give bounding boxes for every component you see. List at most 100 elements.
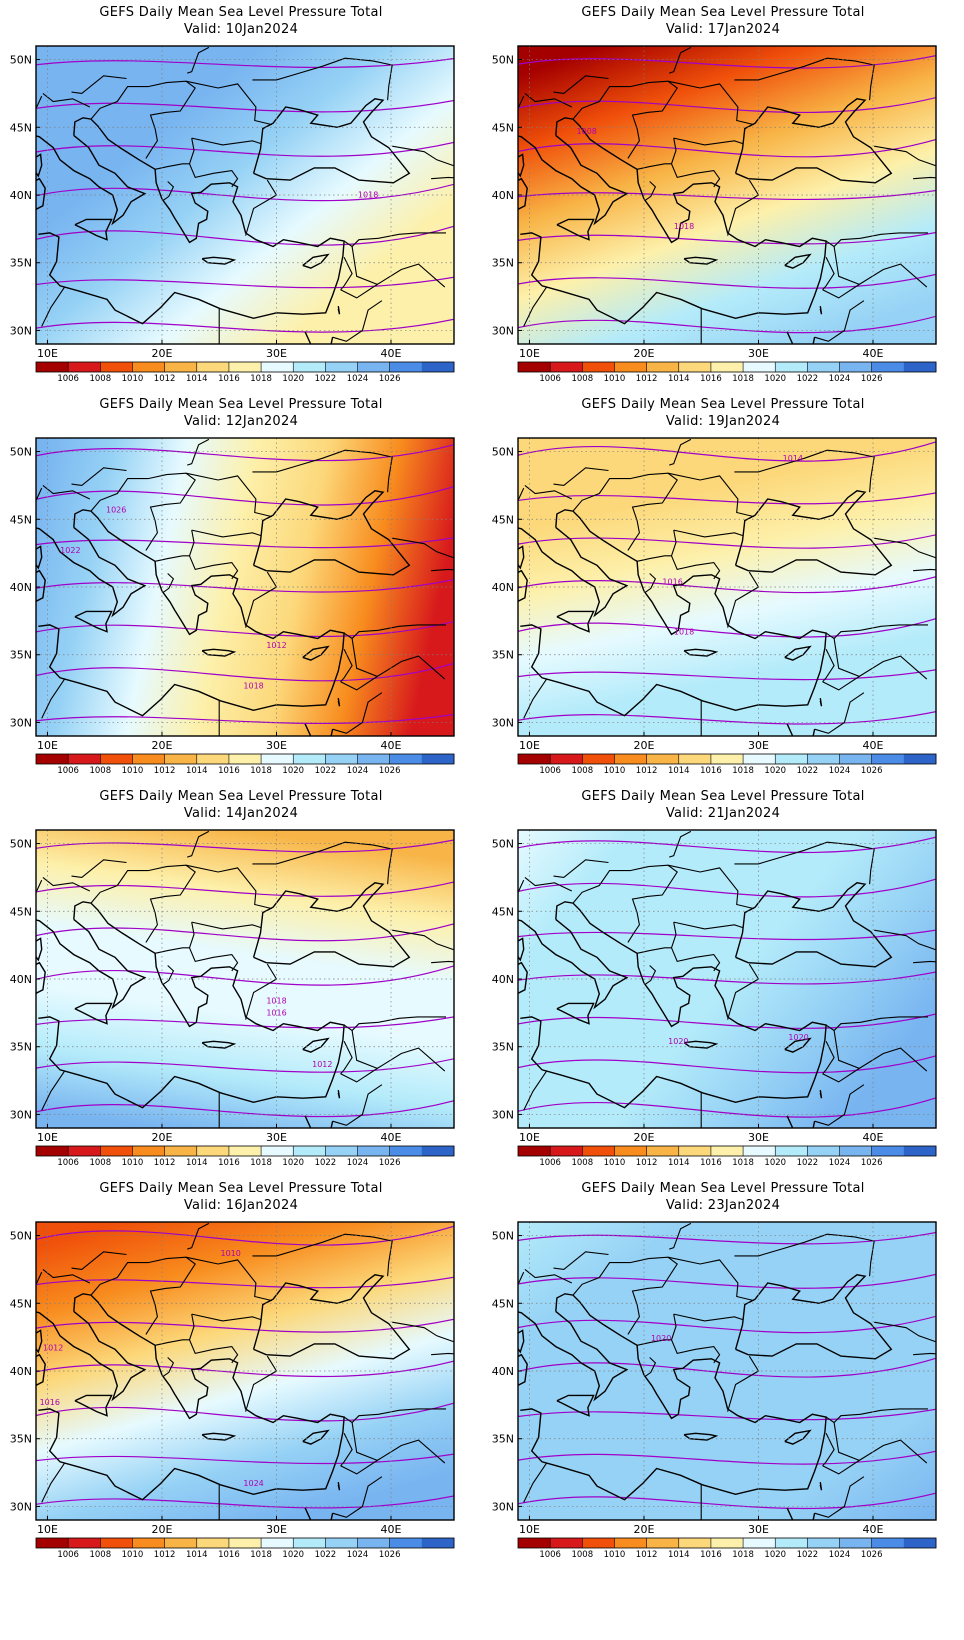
lon-tick-label: 30E xyxy=(748,1131,769,1144)
lon-tick-label: 20E xyxy=(633,1131,654,1144)
colorbar-swatch xyxy=(293,1538,326,1548)
lon-tick-label: 30E xyxy=(266,347,287,360)
colorbar-swatch xyxy=(36,1146,69,1156)
colorbar-label: 1022 xyxy=(315,766,337,776)
colorbar-label: 1016 xyxy=(700,374,722,384)
lat-tick-label: 40N xyxy=(492,1365,514,1378)
colorbar-swatch xyxy=(421,754,455,764)
contour-label: 1020 xyxy=(651,1334,671,1343)
lat-tick-label: 50N xyxy=(10,1230,32,1243)
colorbar-label: 1026 xyxy=(861,1550,883,1560)
lon-tick-label: 20E xyxy=(633,739,654,752)
colorbar-swatch xyxy=(839,1146,873,1156)
colorbar: 1006 1008 1010 1012 1014 1016 1018 1020 1022 1024… xyxy=(517,753,937,776)
panel-title: GEFS Daily Mean Sea Level Pressure Total xyxy=(99,397,383,412)
map-panel-10jan: 1018 50N 45N 40N 35N 30N 10E 20E 30E 40E 1006 1008 1… xyxy=(0,0,482,410)
colorbar-swatch xyxy=(357,1146,391,1156)
colorbar-label: 1020 xyxy=(282,766,304,776)
colorbar-swatch xyxy=(389,754,423,764)
lat-tick-label: 35N xyxy=(492,1041,514,1054)
colorbar-label: 1026 xyxy=(379,374,401,384)
colorbar-swatch xyxy=(582,1146,615,1156)
colorbar-label: 1016 xyxy=(218,1158,240,1168)
colorbar-swatch xyxy=(871,362,905,372)
colorbar-label: 1008 xyxy=(89,1158,111,1168)
colorbar-label: 1018 xyxy=(732,1158,754,1168)
pressure-field xyxy=(518,46,936,344)
lat-tick-label: 50N xyxy=(10,838,32,851)
colorbar-label: 1016 xyxy=(218,766,240,776)
colorbar-label: 1010 xyxy=(122,1550,144,1560)
colorbar-label: 1022 xyxy=(797,374,819,384)
contour-label: 1012 xyxy=(266,641,286,650)
colorbar-swatch xyxy=(100,1538,133,1548)
colorbar-label: 1018 xyxy=(250,1158,272,1168)
colorbar-swatch xyxy=(164,754,198,764)
colorbar-swatch xyxy=(196,1538,230,1548)
colorbar-label: 1020 xyxy=(764,374,786,384)
lat-lon-grid xyxy=(36,438,454,736)
colorbar: 1006 1008 1010 1012 1014 1016 1018 1020 1022 1024… xyxy=(517,361,937,384)
contour-label: 1026 xyxy=(106,506,126,515)
colorbar: 1006 1008 1010 1012 1014 1016 1018 1020 1022 1024… xyxy=(35,1145,455,1168)
colorbar-swatch xyxy=(582,1538,615,1548)
colorbar-swatch xyxy=(132,754,166,764)
colorbar-label: 1024 xyxy=(347,766,369,776)
lat-tick-label: 40N xyxy=(492,973,514,986)
colorbar-swatch xyxy=(678,1538,712,1548)
colorbar-label: 1008 xyxy=(89,374,111,384)
lon-tick-label: 10E xyxy=(519,739,540,752)
panel-valid-date: Valid: 23Jan2024 xyxy=(665,1198,781,1213)
coastlines xyxy=(518,490,893,736)
colorbar-swatch xyxy=(839,754,873,764)
colorbar-swatch xyxy=(582,362,615,372)
colorbar-label: 1012 xyxy=(154,374,176,384)
colorbar-swatch xyxy=(164,1146,198,1156)
colorbar-label: 1018 xyxy=(250,766,272,776)
colorbar-label: 1008 xyxy=(571,1550,593,1560)
isobar-contours xyxy=(36,57,454,333)
lat-tick-label: 40N xyxy=(10,581,32,594)
colorbar-swatch xyxy=(903,1538,937,1548)
lat-tick-label: 30N xyxy=(492,324,514,337)
lon-tick-label: 20E xyxy=(151,1131,172,1144)
colorbar-swatch xyxy=(871,1146,905,1156)
lat-tick-label: 50N xyxy=(10,54,32,67)
contour-label: 1016 xyxy=(40,1398,60,1407)
colorbar-swatch xyxy=(646,1538,680,1548)
colorbar-swatch xyxy=(743,1146,776,1156)
panel-title: GEFS Daily Mean Sea Level Pressure Total xyxy=(99,789,383,804)
colorbar-swatch xyxy=(903,1146,937,1156)
colorbar-swatch xyxy=(743,754,776,764)
colorbar-label: 1012 xyxy=(154,1158,176,1168)
colorbar-label: 1024 xyxy=(829,1158,851,1168)
country-borders xyxy=(518,438,936,736)
colorbar-label: 1012 xyxy=(636,1158,658,1168)
colorbar-label: 1006 xyxy=(57,1550,79,1560)
isobar-contours xyxy=(518,54,936,334)
map-panel-12jan: 1026 1022 1012 1018 50N 45N 40N 35N 30N 10E 20E 30E… xyxy=(0,392,482,802)
contour-label: 1014 xyxy=(783,454,803,463)
lat-tick-label: 30N xyxy=(10,1108,32,1121)
colorbar-swatch xyxy=(325,362,359,372)
colorbar-label: 1022 xyxy=(797,766,819,776)
colorbar-swatch xyxy=(261,362,294,372)
colorbar-swatch xyxy=(357,754,391,764)
colorbar-swatch xyxy=(614,1146,648,1156)
colorbar-label: 1018 xyxy=(250,1550,272,1560)
colorbar-label: 1026 xyxy=(379,1158,401,1168)
coastlines xyxy=(518,1274,893,1520)
pressure-field xyxy=(518,438,936,736)
colorbar-label: 1018 xyxy=(732,1550,754,1560)
map-plot: 1008 1010 1012 1016 1024 50N 45N 40N 35N 30N 10E 20… xyxy=(10,1221,455,1560)
colorbar-swatch xyxy=(775,1146,808,1156)
colorbar-label: 1024 xyxy=(829,766,851,776)
colorbar-label: 1008 xyxy=(571,1158,593,1168)
lon-tick-label: 10E xyxy=(37,347,58,360)
lat-tick-label: 40N xyxy=(10,189,32,202)
colorbar-label: 1014 xyxy=(186,1158,208,1168)
colorbar-label: 1016 xyxy=(218,374,240,384)
pressure-field xyxy=(36,438,454,736)
